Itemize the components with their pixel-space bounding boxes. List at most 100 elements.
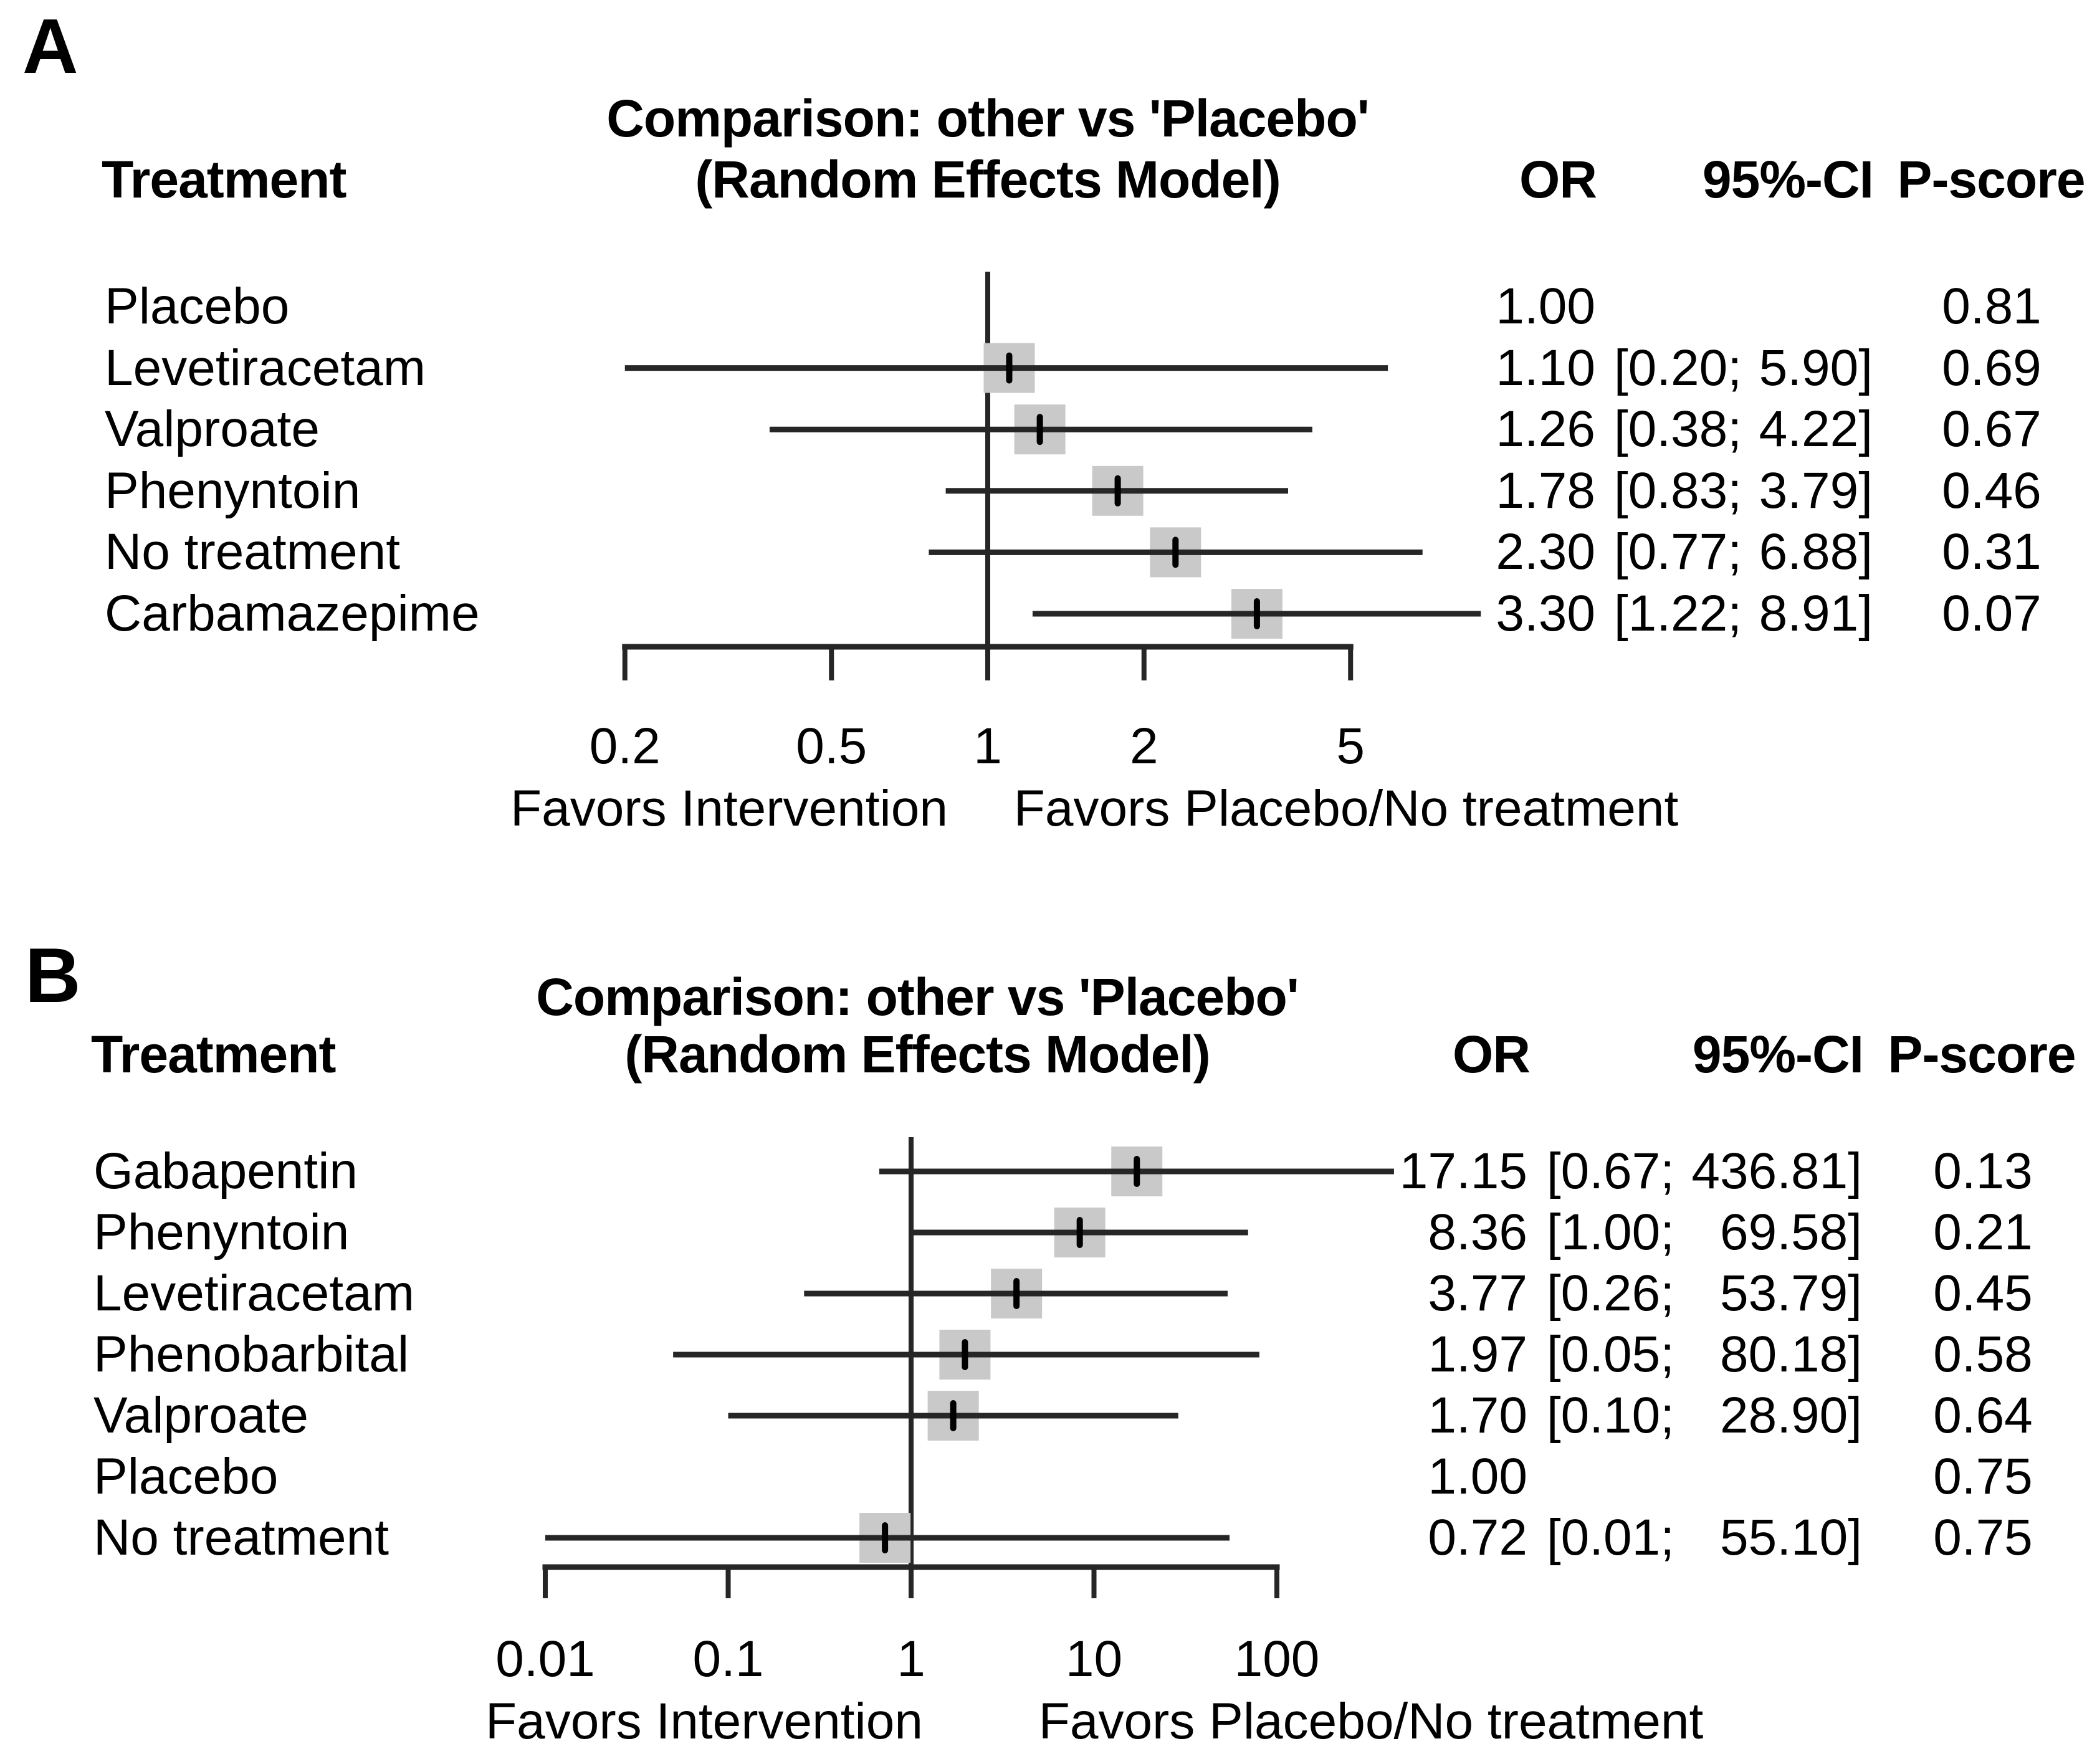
panel-b-subtitle: (Random Effects Model) [624,1025,1210,1084]
ci-value: [0.26; 53.79] [1547,1268,1862,1319]
ci-value: [1.00; 69.58] [1547,1207,1862,1258]
ci-low: [0.05; [1546,1326,1674,1383]
or-value: 17.15 [1399,1143,1527,1199]
x-axis-tick-label: 10 [1065,1631,1123,1687]
p-score-value: 0.69 [1942,339,2042,396]
ci-low: [0.10; [1546,1387,1674,1444]
ci-low: [0.38; [1613,401,1742,458]
ci-value: [0.38; 4.22] [1614,404,1873,455]
treatment-label: Carbamazepime [105,585,480,642]
ci-low: [0.77; [1613,523,1742,581]
ci-value: [0.05; 80.18] [1547,1329,1862,1380]
treatment-label: Phenyntoin [93,1204,350,1261]
or-value: 8.36 [1428,1204,1527,1261]
p-score-value: 0.64 [1933,1387,2033,1444]
p-score-value: 0.45 [1933,1265,2033,1322]
ci-high: 3.79] [1759,462,1873,519]
x-axis-tick-label: 1 [973,718,1002,775]
x-axis-tick-label: 1 [897,1631,925,1687]
column-header-ci: 95%-CI [1702,150,1874,209]
x-axis-tick-label: 0.2 [589,718,661,775]
p-score-value: 0.58 [1933,1326,2033,1383]
ci-value: [0.10; 28.90] [1547,1390,1862,1441]
p-score-value: 0.31 [1942,523,2042,581]
x-axis-tick-label: 2 [1129,718,1158,775]
treatment-label: Valproate [93,1387,308,1444]
favors-placebo-label: Favors Placebo/No treatment [1038,1693,1704,1750]
ci-value: [1.22; 8.91] [1614,588,1873,639]
ci-high: 69.58] [1720,1204,1862,1261]
treatment-label: Levetiracetam [93,1265,415,1322]
or-value: 1.97 [1428,1326,1527,1383]
p-score-value: 0.67 [1942,401,2042,458]
treatment-label: Phenobarbital [93,1326,409,1383]
panel-b-letter: B [25,933,81,1019]
x-axis-tick-label: 0.01 [495,1631,595,1687]
favors-placebo-label: Favors Placebo/No treatment [1013,780,1679,837]
panel-a-subtitle: (Random Effects Model) [695,150,1281,209]
p-score-value: 0.75 [1933,1509,2033,1566]
ci-low: [1.00; [1546,1204,1674,1261]
favors-intervention-label: Favors Intervention [485,1693,923,1750]
treatment-label: Placebo [105,278,290,335]
x-axis-tick-label: 5 [1336,718,1365,775]
ci-high: 6.88] [1759,523,1873,581]
x-axis-tick-label: 0.5 [796,718,867,775]
panel-b-title: Comparison: other vs 'Placebo' [536,968,1299,1026]
ci-low: [0.01; [1546,1509,1674,1566]
panel-a-title: Comparison: other vs 'Placebo' [606,89,1370,148]
p-score-value: 0.21 [1933,1204,2033,1261]
ci-low: [0.26; [1546,1265,1674,1322]
ci-low: [0.20; [1613,339,1742,396]
or-value: 2.30 [1496,523,1595,581]
or-value: 1.00 [1496,278,1595,335]
ci-low: [0.67; [1546,1143,1674,1199]
or-value: 1.26 [1496,401,1595,458]
p-score-value: 0.07 [1942,585,2042,642]
column-header-pscore: P-score [1888,1025,2076,1084]
p-score-value: 0.46 [1942,462,2042,519]
or-value: 1.00 [1428,1448,1527,1505]
p-score-value: 0.75 [1933,1448,2033,1505]
ci-high: 55.10] [1720,1509,1862,1566]
treatment-label: Valproate [105,401,320,458]
ci-value: [0.83; 3.79] [1614,465,1873,517]
treatment-label: Placebo [93,1448,279,1505]
ci-low: [0.83; [1613,462,1742,519]
or-value: 1.10 [1496,339,1595,396]
or-value: 0.72 [1428,1509,1527,1566]
column-header-or: OR [1453,1025,1531,1084]
column-header-treatment: Treatment [102,150,346,209]
p-score-value: 0.13 [1933,1143,2033,1199]
column-header-pscore: P-score [1897,150,2085,209]
column-header-ci: 95%-CI [1692,1025,1864,1084]
treatment-label: No treatment [93,1509,389,1566]
or-value: 1.78 [1496,462,1595,519]
x-axis-tick-label: 100 [1234,1631,1320,1687]
ci-high: 53.79] [1720,1265,1862,1322]
x-axis-tick-label: 0.1 [692,1631,764,1687]
ci-high: 5.90] [1759,339,1873,396]
treatment-label: Gabapentin [93,1143,358,1199]
ci-high: 28.90] [1720,1387,1862,1444]
ci-value: [0.20; 5.90] [1613,339,1873,396]
ci-value: [0.67; 436.81] [1547,1146,1862,1197]
or-value: 3.30 [1496,585,1595,642]
or-value: 3.77 [1428,1265,1527,1322]
ci-value: [0.77; 6.88] [1614,527,1873,578]
column-header-treatment: Treatment [91,1025,336,1084]
panel-a-letter: A [22,4,79,90]
ci-value: [0.01; 55.10] [1547,1512,1862,1563]
or-value: 1.70 [1428,1387,1527,1444]
ci-low: [1.22; [1613,585,1742,642]
ci-high: 80.18] [1720,1326,1862,1383]
ci-high: 4.22] [1759,401,1873,458]
favors-intervention-label: Favors Intervention [510,780,948,837]
treatment-label: Phenyntoin [105,462,361,519]
column-header-or: OR [1519,150,1597,209]
ci-high: 436.81] [1691,1143,1862,1199]
treatment-label: No treatment [105,523,400,581]
p-score-value: 0.81 [1942,278,2042,335]
